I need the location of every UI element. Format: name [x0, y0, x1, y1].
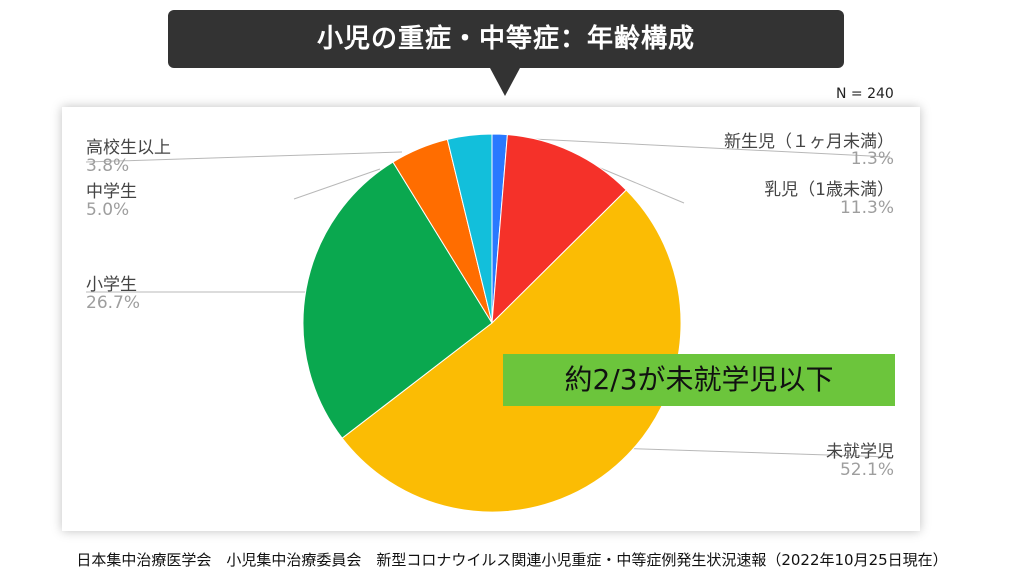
pct-infant: 11.3%: [839, 198, 894, 218]
sample-size-label: N = 240: [836, 86, 894, 102]
callout-text: 約2/3が未就学児以下: [564, 363, 834, 396]
pct-preschool: 52.1%: [839, 460, 894, 480]
leader-juniorhigh: [293, 168, 381, 200]
slice-infant: [491, 134, 627, 325]
pie-chart: [85, 133, 891, 513]
callout-box: 約2/3が未就学児以下: [503, 354, 895, 406]
label-highschool: 高校生以上: [86, 138, 171, 158]
chart-panel: 新生児（１ヶ月未満） 1.3% 乳児（1歳未満） 11.3% 未就学児 52.1…: [62, 107, 920, 531]
label-elementary: 小学生: [86, 275, 137, 295]
pct-newborn: 1.3%: [850, 149, 894, 169]
label-newborn: 新生児（１ヶ月未満）: [724, 132, 894, 152]
slice-highschool: [446, 133, 493, 324]
label-infant: 乳児（1歳未満）: [764, 180, 894, 200]
slice-elementary: [302, 161, 493, 439]
label-juniorhigh: 中学生: [86, 182, 137, 202]
label-preschool: 未就学児: [826, 442, 894, 462]
title-banner: 小児の重症・中等症：年齢構成: [168, 10, 844, 68]
leader-highschool: [85, 151, 403, 163]
source-footer: 日本集中治療医学会 小児集中治療委員会 新型コロナウイルス関連小児重症・中等症例…: [76, 551, 948, 569]
slice-preschool: [341, 189, 682, 513]
title-pointer: [490, 68, 520, 96]
leader-newborn: [493, 136, 891, 158]
pct-elementary: 26.7%: [86, 293, 141, 313]
pct-highschool: 3.8%: [86, 156, 130, 176]
pct-juniorhigh: 5.0%: [86, 200, 130, 220]
chart-title: 小児の重症・中等症：年齢構成: [316, 24, 695, 54]
